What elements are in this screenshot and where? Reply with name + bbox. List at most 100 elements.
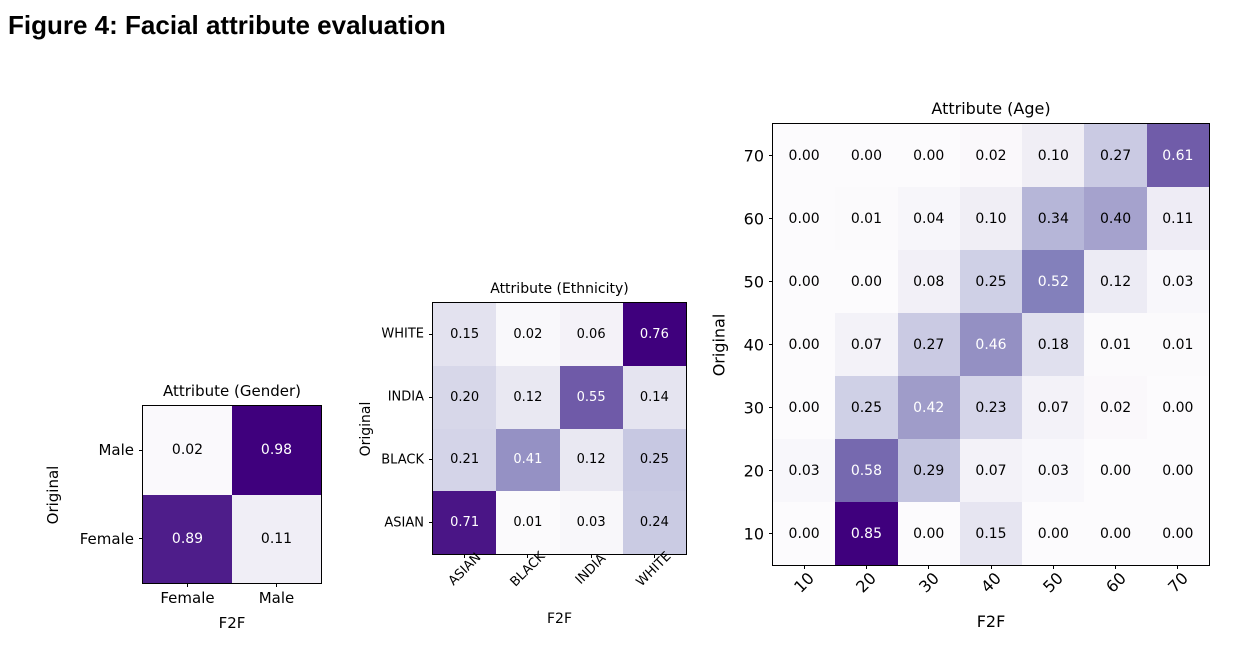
heatmap-cell: 0.00 — [773, 376, 836, 439]
x-tick-label: WHITE — [634, 549, 675, 590]
x-tick-mark — [1115, 565, 1117, 569]
y-tick-label: ASIAN — [384, 515, 424, 531]
heatmap-cell: 0.55 — [559, 365, 623, 429]
heatmap-cell: 0.29 — [897, 439, 960, 502]
heatmap-cell: 0.23 — [959, 376, 1023, 439]
heatmap-cell: 0.34 — [1022, 187, 1085, 250]
heatmap-cell: 0.00 — [1146, 376, 1209, 439]
heatmap-cell: 0.40 — [1084, 187, 1147, 250]
x-tick-label: BLACK — [507, 549, 549, 590]
heatmap-cell: 0.04 — [897, 187, 960, 250]
gender-heatmap-grid: 0.02 0.98 0.89 0.11 — [143, 406, 321, 583]
heatmap-cell: 0.00 — [773, 250, 836, 313]
heatmap-cell: 0.01 — [835, 187, 898, 250]
heatmap-cell: 0.24 — [622, 491, 686, 554]
y-tick-label: WHITE — [381, 326, 424, 342]
heatmap-cell: 0.03 — [773, 439, 836, 502]
heatmap-cell: 0.10 — [1022, 124, 1085, 187]
x-tick-mark — [187, 583, 188, 587]
heatmap-cell: 0.12 — [1084, 250, 1147, 313]
age-confusion-matrix: Attribute (Age) Original 0.00 0.00 0.00 0.0… — [710, 99, 1210, 631]
y-tick-label: INDIA — [387, 389, 424, 405]
heatmap-cell: 0.06 — [559, 303, 623, 366]
heatmap-cell: 0.25 — [959, 250, 1023, 313]
y-tick-label: 30 — [743, 398, 764, 417]
heatmap-cell: 0.02 — [1084, 376, 1147, 439]
x-tick-label: 40 — [977, 568, 1005, 597]
heatmap-cell: 0.46 — [959, 313, 1023, 376]
x-tick-mark — [865, 565, 867, 569]
heatmap-cell: 0.00 — [773, 124, 836, 187]
x-tick-mark — [1177, 565, 1179, 569]
heatmap-cell: 0.00 — [773, 313, 836, 376]
heatmap-cell: 0.61 — [1146, 124, 1209, 187]
heatmap-cell: 0.85 — [835, 502, 898, 565]
x-tick-mark — [590, 554, 592, 558]
y-tick-label: Female — [79, 529, 134, 548]
age-plot-title: Attribute (Age) — [931, 99, 1051, 118]
gender-y-axis-label: Original — [44, 465, 62, 524]
x-tick-label: 60 — [1101, 568, 1130, 597]
gender-plot-title: Attribute (Gender) — [163, 382, 301, 400]
gender-confusion-matrix: Attribute (Gender) Original 0.02 0.98 0.89… — [44, 382, 322, 632]
x-tick-mark — [990, 565, 992, 569]
heatmap-cell: 0.58 — [835, 439, 898, 502]
heatmap-cell: 0.27 — [1084, 124, 1147, 187]
heatmap-cell: 0.01 — [1084, 313, 1147, 376]
heatmap-cell: 0.18 — [1022, 313, 1085, 376]
ethnicity-heatmap-grid: 0.15 0.02 0.06 0.76 0.20 0.12 0.55 0.14 0.21 0.41… — [433, 303, 686, 554]
x-tick-mark — [276, 583, 277, 587]
x-tick-label: INDIA — [572, 551, 610, 588]
heatmap-cell: 0.07 — [959, 439, 1023, 502]
heatmap-cell: 0.15 — [433, 303, 497, 366]
heatmap-cell: 0.20 — [433, 365, 497, 429]
x-tick-mark — [1052, 565, 1054, 569]
heatmap-cell: 0.11 — [232, 494, 321, 583]
heatmap-cell: 0.89 — [143, 494, 232, 583]
gender-x-axis-label: F2F — [218, 614, 246, 632]
y-tick-label: 40 — [743, 335, 764, 354]
heatmap-cell: 0.15 — [959, 502, 1023, 565]
y-tick-label: Male — [98, 441, 134, 460]
x-tick-mark — [803, 565, 805, 569]
heatmap-cell: 0.02 — [143, 406, 232, 495]
heatmap-cell: 0.00 — [897, 502, 960, 565]
y-tick-label: BLACK — [381, 452, 424, 468]
x-tick-label: 50 — [1039, 568, 1068, 597]
heatmap-cell: 0.10 — [959, 187, 1023, 250]
heatmap-cell: 0.98 — [232, 406, 321, 495]
y-tick-label: 70 — [743, 146, 764, 165]
heatmap-cell: 0.01 — [496, 491, 560, 554]
x-tick-mark — [928, 565, 930, 569]
ethnicity-plot-title: Attribute (Ethnicity) — [490, 281, 629, 297]
heatmap-cell: 0.03 — [1022, 439, 1085, 502]
heatmap-cell: 0.03 — [1146, 250, 1209, 313]
heatmap-cell: 0.41 — [496, 428, 560, 492]
heatmap-cell: 0.21 — [433, 428, 497, 492]
heatmap-cell: 0.00 — [1022, 502, 1085, 565]
heatmap-cell: 0.27 — [897, 313, 960, 376]
heatmap-cell: 0.14 — [622, 365, 686, 429]
heatmap-cell: 0.00 — [835, 250, 898, 313]
y-tick-label: 20 — [743, 461, 764, 480]
x-tick-label: 70 — [1163, 568, 1192, 597]
heatmap-cell: 0.76 — [622, 303, 686, 366]
heatmap-cell: 0.00 — [773, 502, 836, 565]
x-tick-label: ASIAN — [445, 550, 484, 589]
heatmap-cell: 0.00 — [1146, 502, 1209, 565]
heatmap-cell: 0.25 — [835, 376, 898, 439]
y-tick-label: 10 — [743, 524, 764, 543]
heatmap-cell: 0.12 — [496, 365, 560, 429]
heatmap-cell: 0.02 — [959, 124, 1023, 187]
x-tick-mark — [464, 554, 466, 558]
y-tick-label: 50 — [743, 272, 764, 291]
heatmap-cell: 0.00 — [773, 187, 836, 250]
heatmap-cell: 0.00 — [1084, 502, 1147, 565]
heatmap-cell: 0.42 — [897, 376, 960, 439]
x-tick-mark — [653, 554, 655, 558]
heatmap-cell: 0.00 — [1146, 439, 1209, 502]
x-tick-label: Male — [258, 589, 295, 607]
heatmap-cell: 0.02 — [496, 303, 560, 366]
heatmap-cell: 0.07 — [835, 313, 898, 376]
